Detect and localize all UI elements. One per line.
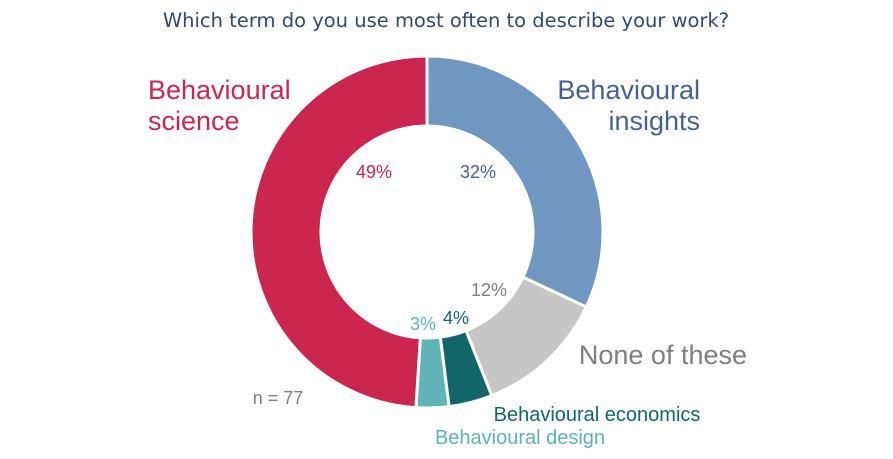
pct-label-behavioural-economics: 4% [443,308,469,328]
category-label-behavioural-design: Behavioural design [435,427,605,449]
pct-label-none-of-these: 12% [471,280,507,300]
category-label-none-of-these: None of these [579,340,747,370]
pct-label-behavioural-design: 3% [410,314,436,334]
pct-label-behavioural-science: 49% [356,162,392,182]
category-label-behavioural-insights: Behavioural insights [557,75,700,136]
slice-behavioural-insights [425,54,605,309]
category-labels: Behavioural insights None of these Behaviou… [148,75,747,449]
category-label-behavioural-science: Behavioural science [148,75,291,136]
category-label-behavioural-economics: Behavioural economics [494,404,701,426]
chart-title: Which term do you use most often to desc… [163,9,729,32]
pct-label-behavioural-insights: 32% [460,162,496,182]
slice-behavioural-science [249,54,429,410]
percentage-labels: 32% 12%4% 3% 49% [356,162,507,334]
donut-slices [249,54,605,410]
sample-size-note: n = 77 [253,388,304,408]
